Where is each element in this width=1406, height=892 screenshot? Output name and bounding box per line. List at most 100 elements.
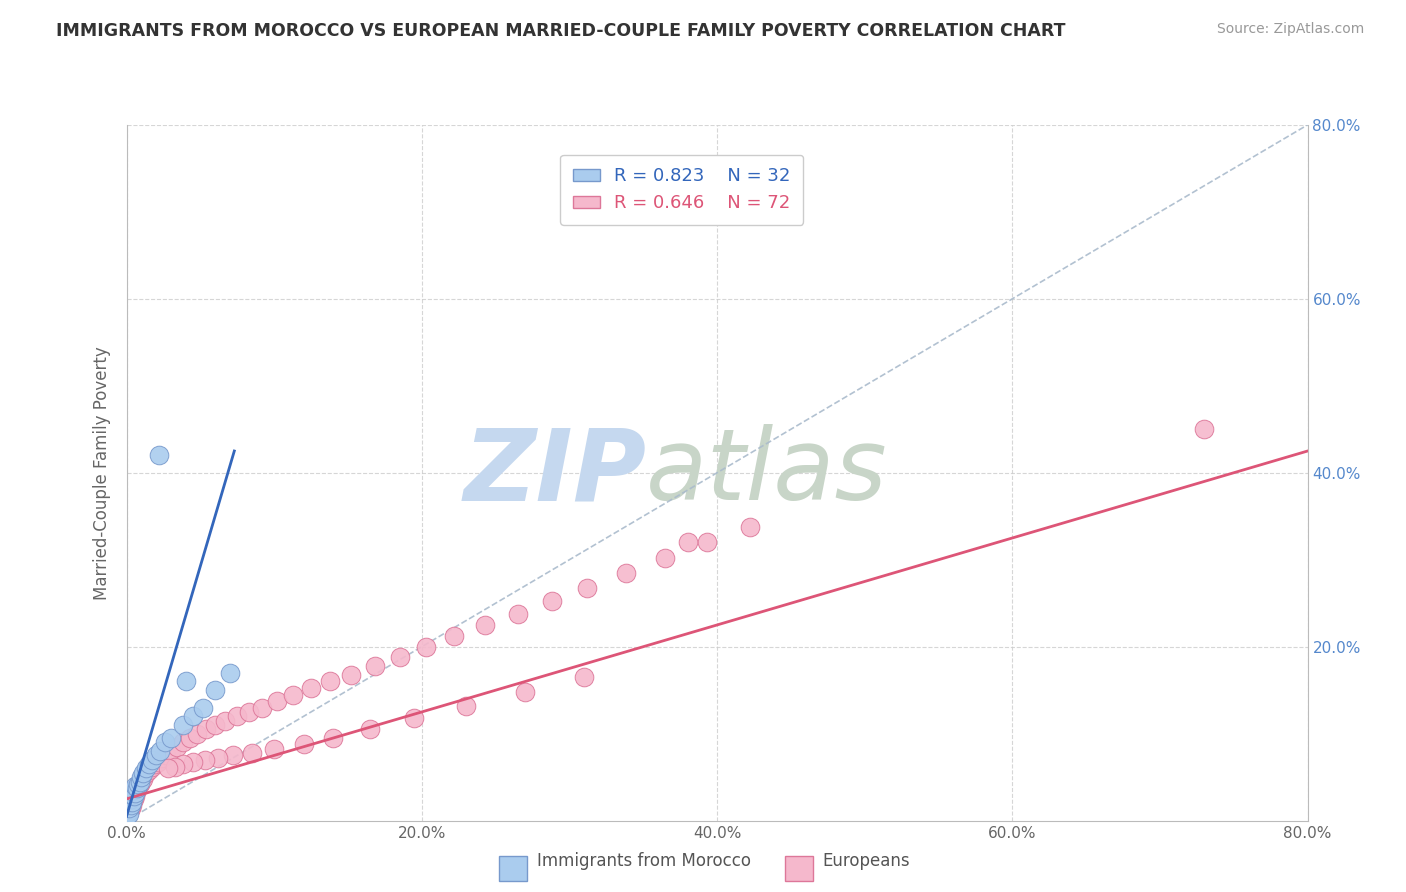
Point <box>515 685 537 699</box>
Point <box>135 761 157 775</box>
Point <box>222 748 245 763</box>
Point <box>134 768 156 782</box>
Point <box>322 731 344 745</box>
Point <box>117 803 139 817</box>
Point <box>148 448 170 462</box>
Point <box>122 789 145 804</box>
Point <box>121 789 143 804</box>
Point <box>172 718 194 732</box>
Point <box>145 748 167 763</box>
Point <box>120 792 142 806</box>
Text: Europeans: Europeans <box>823 852 910 870</box>
Point <box>118 796 141 810</box>
Point <box>340 667 363 681</box>
Point <box>574 670 596 684</box>
Point <box>120 797 142 812</box>
Point <box>363 658 385 673</box>
Point <box>359 723 381 737</box>
Point <box>263 742 285 756</box>
Text: Immigrants from Morocco: Immigrants from Morocco <box>537 852 751 870</box>
Point <box>454 698 477 713</box>
Point <box>207 751 229 765</box>
Point <box>129 770 153 784</box>
Point <box>122 783 145 797</box>
Point <box>149 744 172 758</box>
Point <box>121 797 143 812</box>
Point <box>159 731 183 745</box>
Point <box>122 792 145 806</box>
Point <box>153 735 176 749</box>
Point <box>415 640 437 654</box>
Point <box>696 535 718 549</box>
Point <box>165 760 187 774</box>
Point <box>172 757 194 772</box>
Point <box>143 757 166 772</box>
Point <box>614 566 637 580</box>
Point <box>146 755 169 769</box>
Point <box>127 777 149 791</box>
Point <box>150 751 173 765</box>
Point <box>506 607 529 621</box>
Point <box>124 789 146 804</box>
Legend: R = 0.823    N = 32, R = 0.646    N = 72: R = 0.823 N = 32, R = 0.646 N = 72 <box>560 155 803 225</box>
Point <box>125 780 148 795</box>
Point <box>195 723 218 737</box>
Point <box>135 765 157 780</box>
Point <box>117 806 139 821</box>
Point <box>117 805 139 819</box>
Point <box>540 594 562 608</box>
Point <box>174 674 197 689</box>
Point <box>124 779 146 793</box>
Point <box>125 783 148 797</box>
Point <box>204 683 226 698</box>
Text: Source: ZipAtlas.com: Source: ZipAtlas.com <box>1216 22 1364 37</box>
Point <box>576 581 599 595</box>
Point <box>240 746 263 760</box>
Point <box>181 755 204 769</box>
Point <box>117 809 139 823</box>
Text: ZIP: ZIP <box>463 425 647 521</box>
Point <box>186 726 208 740</box>
Point <box>388 650 411 665</box>
Point <box>132 765 155 780</box>
Point <box>219 665 242 680</box>
Point <box>141 760 163 774</box>
Point <box>118 797 141 812</box>
Point <box>193 700 215 714</box>
Point <box>172 735 194 749</box>
Point <box>129 774 153 789</box>
Text: IMMIGRANTS FROM MOROCCO VS EUROPEAN MARRIED-COUPLE FAMILY POVERTY CORRELATION CH: IMMIGRANTS FROM MOROCCO VS EUROPEAN MARR… <box>56 22 1066 40</box>
Point <box>118 806 141 821</box>
Point <box>118 800 141 814</box>
Point <box>266 693 288 707</box>
Point <box>404 711 426 725</box>
Point <box>124 780 146 795</box>
Point <box>283 688 305 702</box>
Point <box>676 535 699 549</box>
Point <box>194 753 217 767</box>
Point <box>159 744 183 758</box>
Point <box>117 809 139 823</box>
Point <box>128 774 150 789</box>
Point <box>128 777 150 791</box>
Point <box>654 551 676 566</box>
Point <box>319 674 342 689</box>
Point <box>155 748 177 763</box>
Point <box>226 709 249 723</box>
Point <box>238 705 260 719</box>
Point <box>474 618 496 632</box>
Point <box>132 772 155 786</box>
Point <box>124 786 146 800</box>
Point <box>156 761 179 775</box>
Point <box>292 737 315 751</box>
Point <box>179 731 201 745</box>
Point <box>299 681 322 696</box>
Point <box>138 757 160 772</box>
Point <box>214 714 236 728</box>
Point <box>181 709 204 723</box>
Point <box>252 700 274 714</box>
Point <box>204 718 226 732</box>
Point <box>141 753 163 767</box>
Point <box>166 739 188 754</box>
Text: atlas: atlas <box>647 425 887 521</box>
